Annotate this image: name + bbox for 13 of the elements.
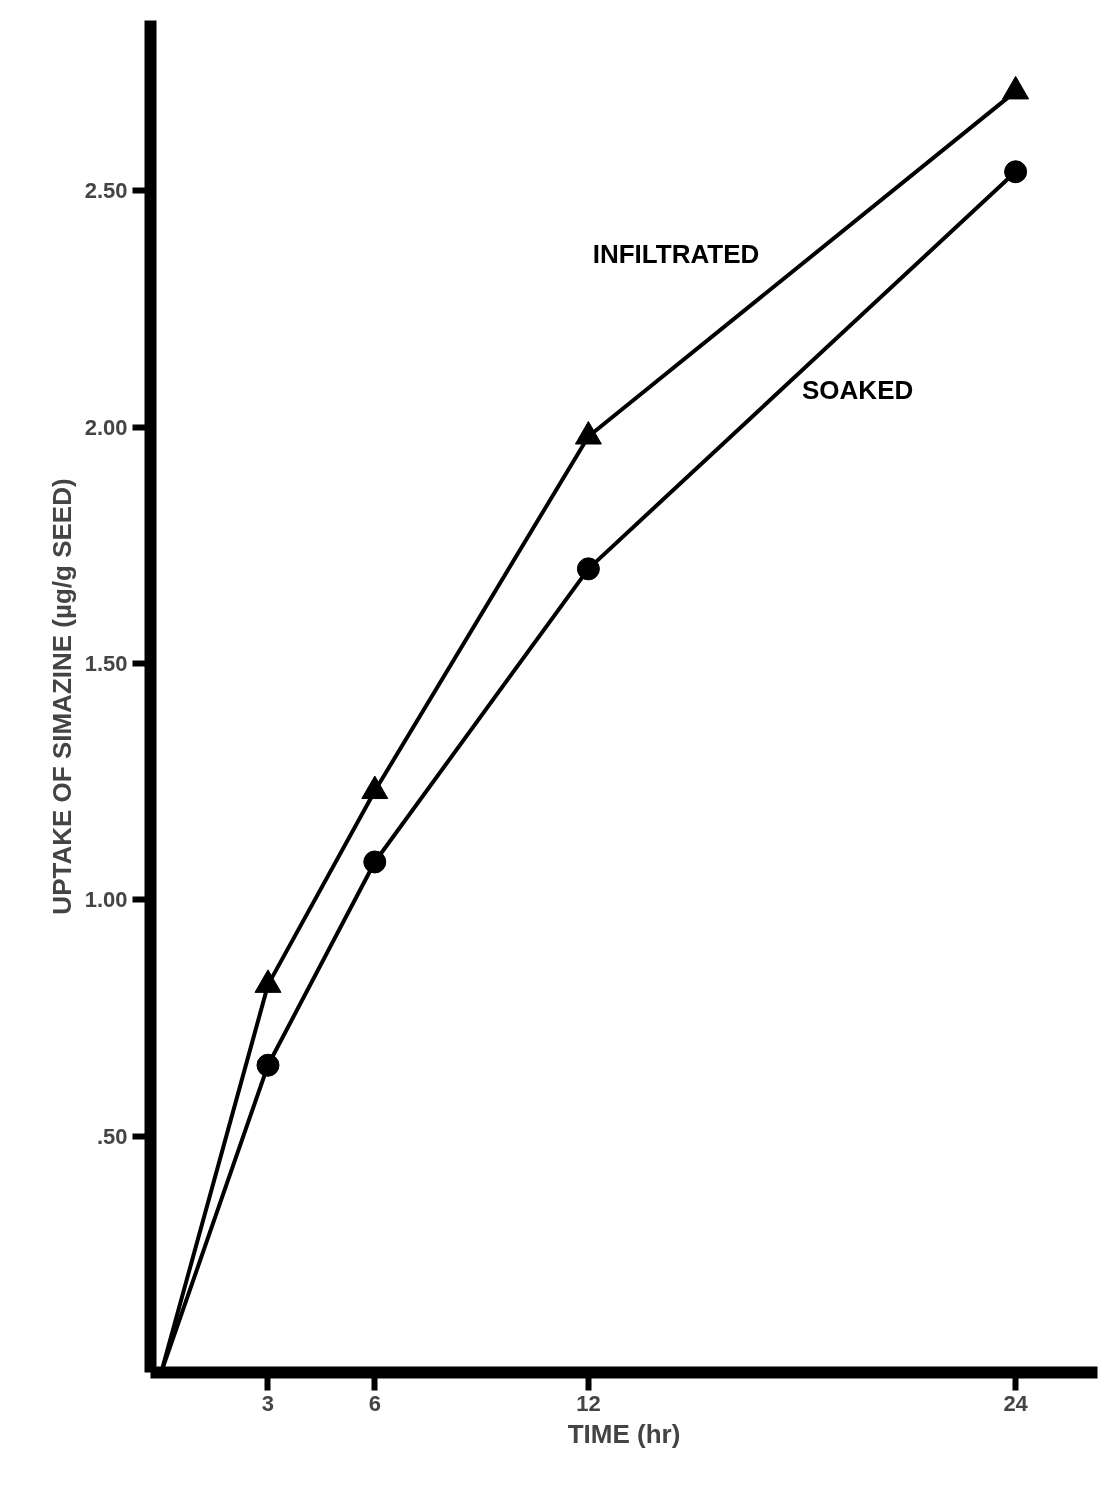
y-tick-label: 1.00 <box>84 887 128 913</box>
x-tick-label: 3 <box>261 1390 275 1416</box>
y-axis-title: UPTAKE OF SIMAZINE (µg/g SEED) <box>46 478 77 915</box>
x-tick-label: 12 <box>576 1390 601 1416</box>
x-tick-label: 6 <box>368 1390 381 1416</box>
y-tick-label: .50 <box>96 1123 128 1149</box>
x-axis-title: TIME (hr) <box>567 1418 681 1449</box>
y-tick-label: 2.00 <box>84 414 128 440</box>
y-tick-label: 1.50 <box>84 650 128 676</box>
series-label: SOAKED <box>802 375 914 406</box>
y-tick-label: 2.50 <box>84 178 128 204</box>
series-label: INFILTRATED <box>592 239 760 270</box>
x-tick-label: 24 <box>1003 1390 1029 1416</box>
